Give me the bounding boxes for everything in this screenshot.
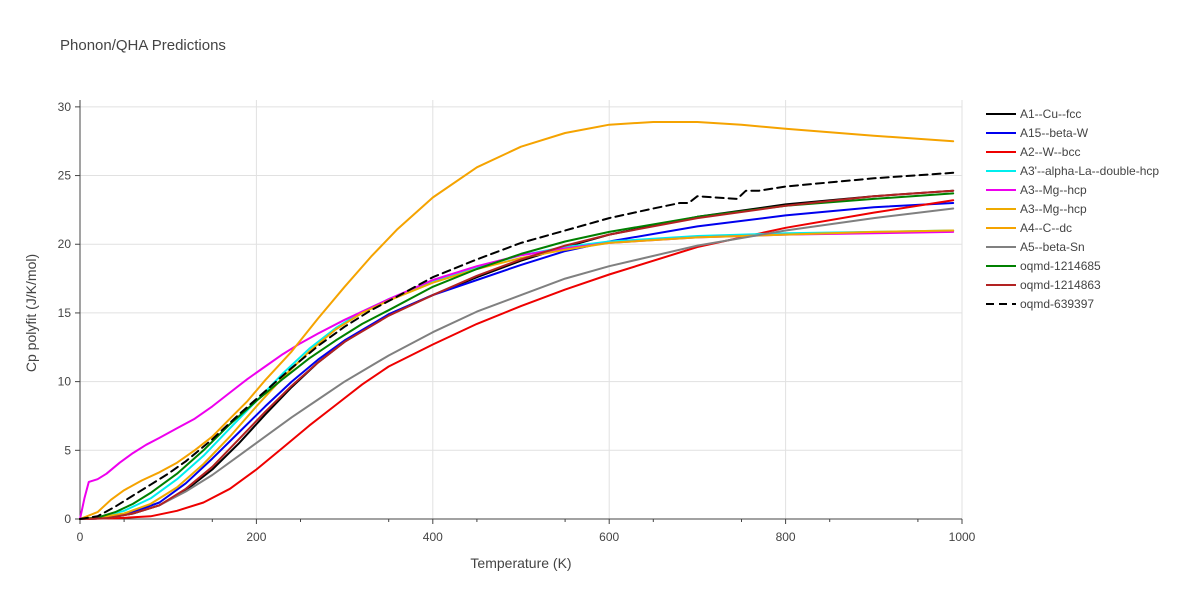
legend-item-3[interactable]: A3'--alpha-La--double-hcp [986, 164, 1159, 178]
series-line-6[interactable] [79, 121, 955, 520]
y-tick-label: 20 [58, 237, 72, 251]
series-line-9[interactable] [79, 189, 955, 520]
x-tick-label: 1000 [949, 530, 976, 544]
legend-label: A15--beta-W [1020, 126, 1089, 140]
series-line-0[interactable] [79, 189, 955, 520]
legend-label: A3'--alpha-La--double-hcp [1020, 164, 1159, 178]
series-line-8[interactable] [79, 192, 955, 520]
series-line-10[interactable] [79, 171, 955, 520]
legend-item-0[interactable]: A1--Cu--fcc [986, 107, 1081, 121]
legend-item-8[interactable]: oqmd-1214685 [986, 259, 1101, 273]
series-layer [79, 121, 955, 520]
legend-label: oqmd-639397 [1020, 297, 1094, 311]
x-tick-label: 600 [599, 530, 619, 544]
y-tick-label: 10 [58, 375, 72, 389]
x-tick-label: 0 [77, 530, 84, 544]
legend-item-9[interactable]: oqmd-1214863 [986, 278, 1101, 292]
series-line-5[interactable] [79, 229, 955, 520]
x-tick-label: 400 [423, 530, 443, 544]
y-tick-label: 0 [64, 512, 71, 526]
legend-label: A3--Mg--hcp [1020, 183, 1087, 197]
series-line-1[interactable] [79, 202, 955, 520]
x-tick-label: 800 [776, 530, 796, 544]
legend-label: A1--Cu--fcc [1020, 107, 1081, 121]
series-line-2[interactable] [79, 199, 955, 520]
y-tick-label: 15 [58, 306, 72, 320]
x-tick-label: 200 [246, 530, 266, 544]
legend-item-5[interactable]: A3--Mg--hcp [986, 202, 1087, 216]
legend-label: A4--C--dc [1020, 221, 1072, 235]
legend-item-7[interactable]: A5--beta-Sn [986, 240, 1085, 254]
legend-label: A5--beta-Sn [1020, 240, 1085, 254]
legend-item-6[interactable]: A4--C--dc [986, 221, 1072, 235]
y-tick-label: 25 [58, 169, 72, 183]
axes: 0 200 400 600 800 1000 0 5 10 15 20 25 30 [58, 100, 976, 544]
legend-item-2[interactable]: A2--W--bcc [986, 145, 1080, 159]
x-axis-title: Temperature (K) [470, 555, 571, 571]
chart-title: Phonon/QHA Predictions [60, 37, 226, 54]
legend[interactable]: A1--Cu--fcc A15--beta-W A2--W--bcc A3'--alp… [986, 107, 1159, 311]
legend-label: A2--W--bcc [1020, 145, 1080, 159]
legend-item-4[interactable]: A3--Mg--hcp [986, 183, 1087, 197]
legend-label: A3--Mg--hcp [1020, 202, 1087, 216]
y-tick-label: 30 [58, 100, 72, 114]
legend-item-10[interactable]: oqmd-639397 [986, 297, 1094, 311]
y-axis-title: Cp polyfit (J/K/mol) [23, 254, 39, 372]
series-line-3[interactable] [79, 229, 955, 520]
y-tick-label: 5 [64, 443, 71, 457]
legend-label: oqmd-1214863 [1020, 278, 1101, 292]
legend-label: oqmd-1214685 [1020, 259, 1101, 273]
legend-item-1[interactable]: A15--beta-W [986, 126, 1089, 140]
